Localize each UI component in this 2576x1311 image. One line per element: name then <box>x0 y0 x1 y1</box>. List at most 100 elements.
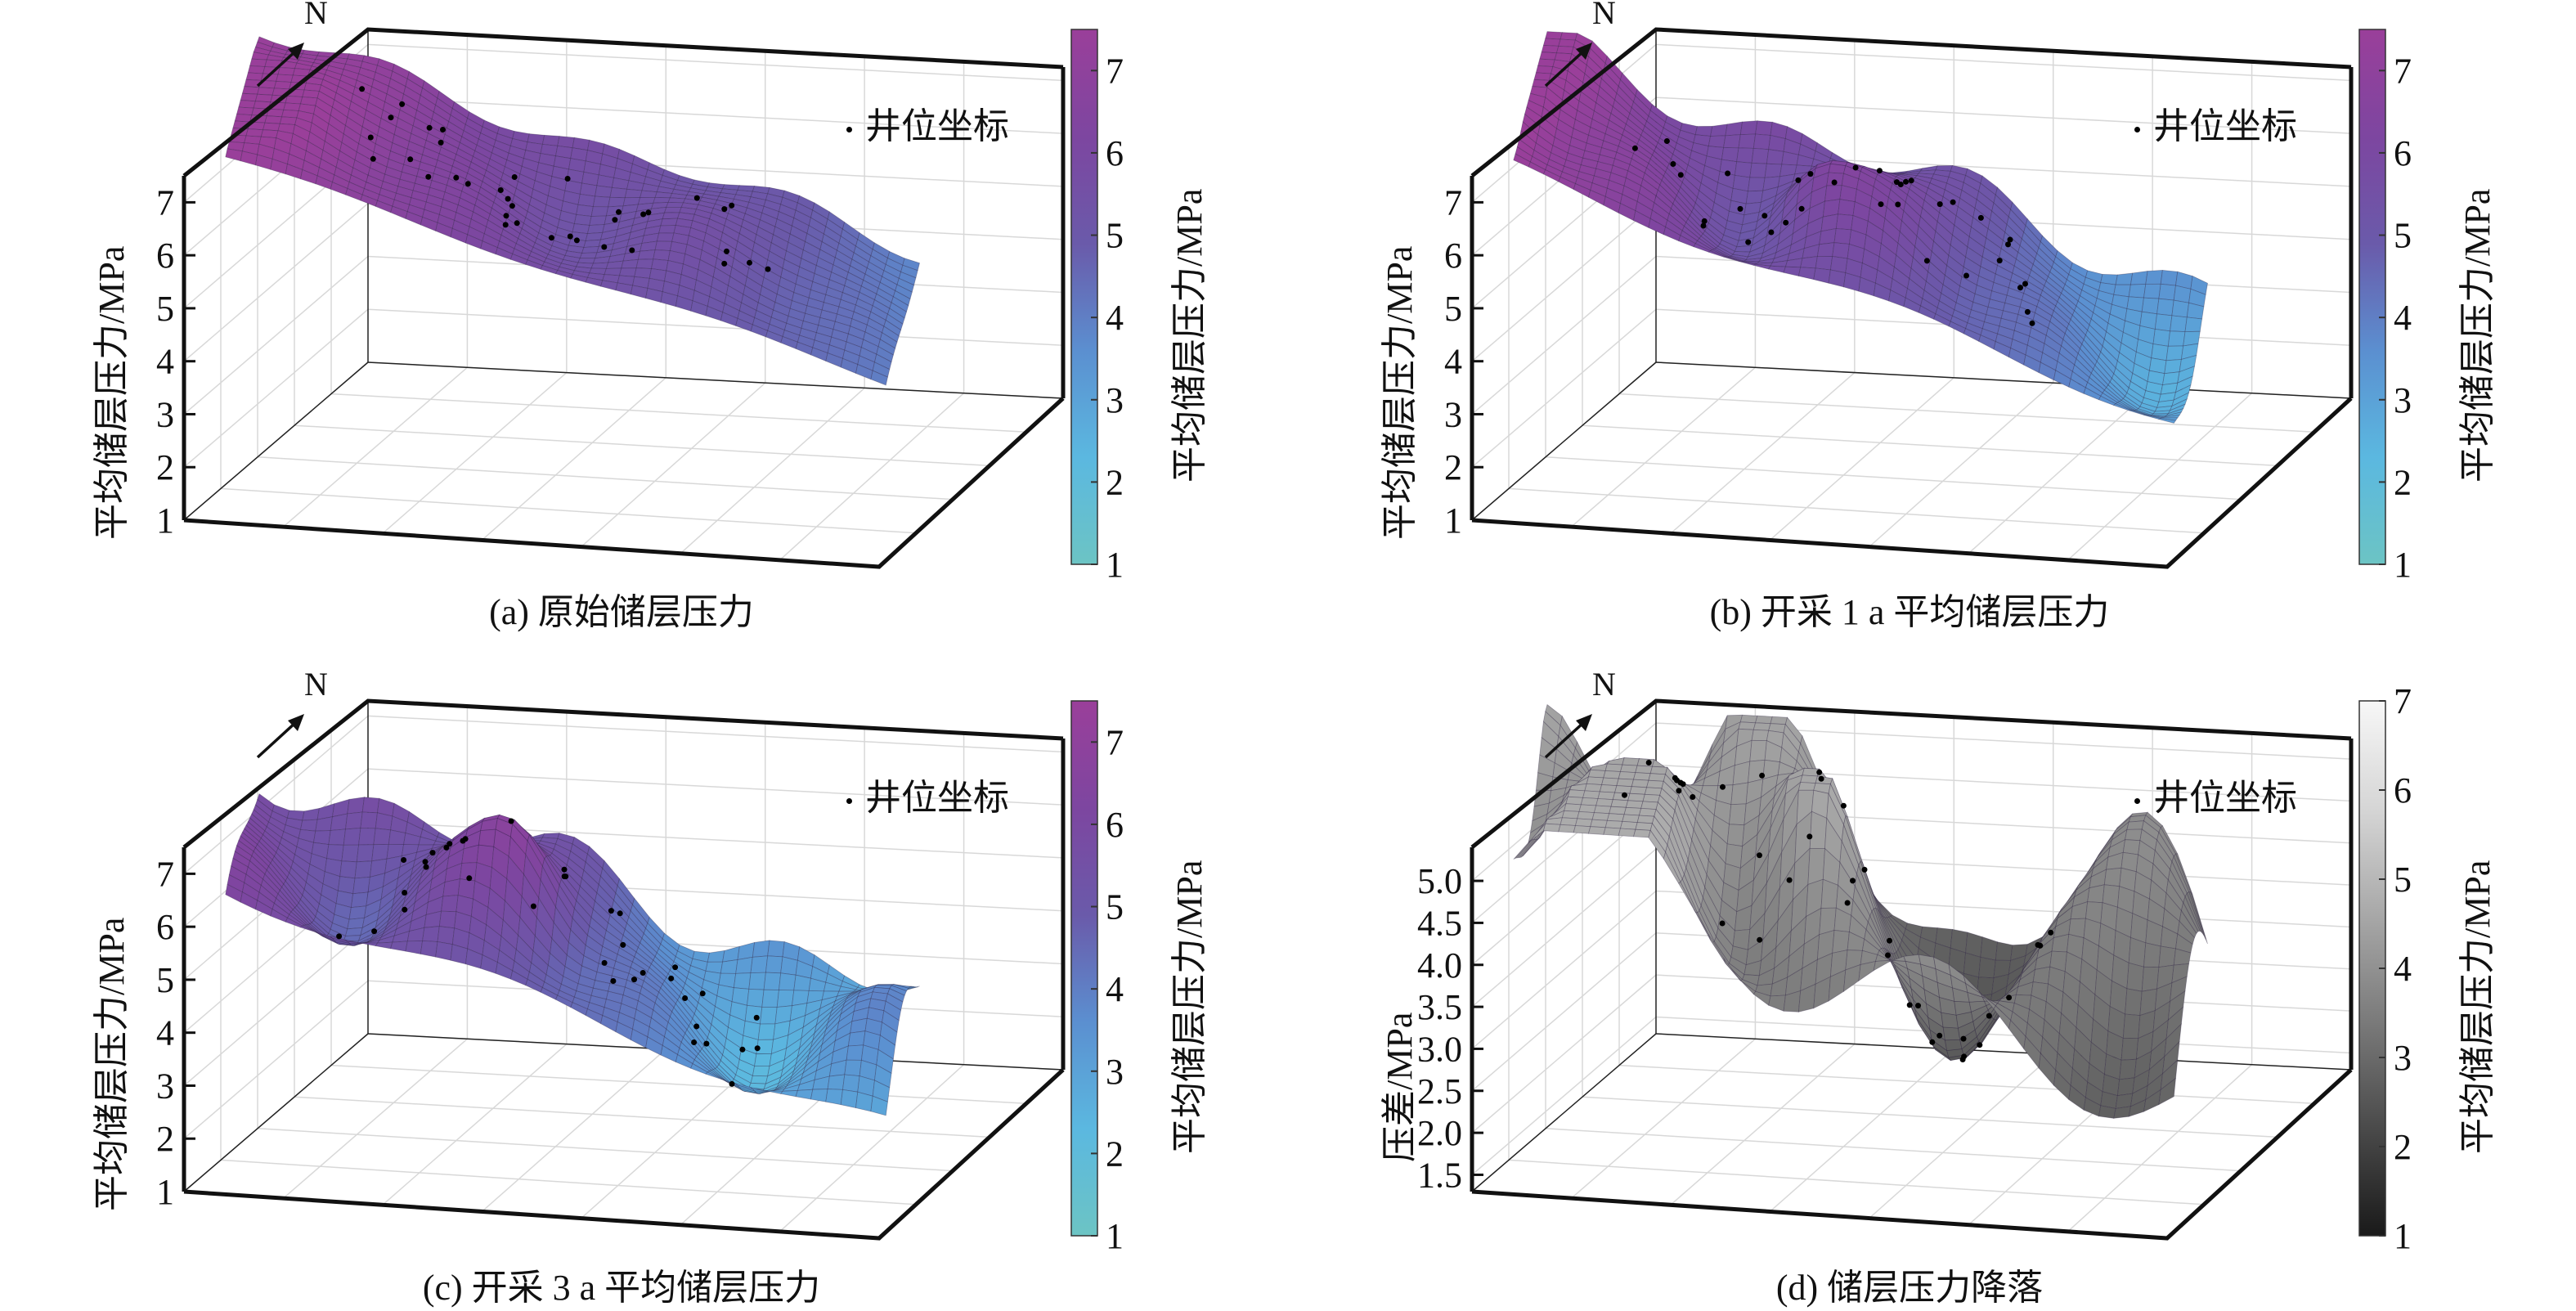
surface-cell <box>1577 810 1595 820</box>
well-point <box>1906 1002 1913 1008</box>
surface-cell <box>348 905 367 920</box>
surface-cell <box>1942 1026 1961 1041</box>
surface-cell <box>780 956 798 976</box>
surface-cell <box>1725 121 1744 137</box>
legend: 井位坐标 <box>2134 768 2297 820</box>
legend: 井位坐标 <box>846 97 1009 149</box>
surface-cell <box>1561 810 1580 819</box>
grid-line <box>1471 1016 1657 1176</box>
colorbar-tick-label: 5 <box>2394 860 2412 900</box>
surface-cell <box>2183 896 2201 932</box>
north-arrow-head-icon <box>1576 43 1592 60</box>
surface-cell <box>658 225 676 234</box>
surface-cell <box>1648 773 1667 782</box>
colorbar-tick-label: 2 <box>2394 462 2412 502</box>
surface-cell <box>1601 777 1619 787</box>
surface-cell <box>2157 418 2177 424</box>
surface-cell <box>595 185 613 198</box>
colorbar-label: 平均储层压力/MPa <box>2457 860 2497 1154</box>
colorbar-tick-label: 3 <box>2394 380 2412 420</box>
surface-cell <box>2145 269 2163 285</box>
surface-cell <box>653 249 671 261</box>
surface-cell <box>279 116 298 125</box>
surface-cell <box>2167 330 2186 347</box>
surface-cell <box>1646 779 1664 789</box>
surface-cell <box>361 797 380 814</box>
surface-cell <box>795 1089 814 1100</box>
surface-cell <box>1618 828 1636 837</box>
surface-cell <box>1541 44 1560 54</box>
surface-cell <box>2160 269 2179 286</box>
well-point <box>729 1080 735 1087</box>
z-tick-label: 5 <box>156 960 174 1000</box>
surface-cell <box>2171 299 2190 318</box>
z-tick-label: 6 <box>156 907 174 947</box>
surface-cell <box>1816 242 1835 258</box>
well-point <box>509 203 515 209</box>
well-point <box>367 134 374 141</box>
well-point <box>1719 920 1726 927</box>
surface-cell <box>1584 783 1603 792</box>
well-marker-icon <box>846 127 852 133</box>
surface-cell <box>621 258 639 269</box>
surface-cell <box>358 828 376 846</box>
surface-cell <box>2184 892 2203 934</box>
surface-cell <box>2141 966 2160 992</box>
panel-caption: (b) 开采 1 a 平均储层压力 <box>1709 592 2110 632</box>
well-point <box>668 975 675 981</box>
surface-cell <box>882 1010 900 1033</box>
z-axis-label: 平均储层压力/MPa <box>92 245 132 540</box>
colorbar-tick-label: 2 <box>1106 1134 1124 1174</box>
surface-cell <box>1980 936 1999 961</box>
surface-cell <box>1732 761 1751 786</box>
surface-cell <box>241 86 260 95</box>
surface-cell <box>744 1004 763 1025</box>
well-point <box>1963 272 1969 279</box>
well-point <box>401 857 407 863</box>
surface-cell <box>1539 52 1558 61</box>
grid-line <box>367 97 1064 134</box>
z-axis-label: 压差/MPa <box>1380 1012 1420 1162</box>
well-point <box>2024 308 2031 315</box>
surface-cell <box>1623 806 1642 816</box>
z-tick-label: 1 <box>156 501 174 541</box>
surface-cell <box>707 950 725 963</box>
well-point <box>1816 769 1823 775</box>
surface-cell <box>1783 266 1802 276</box>
surface-cell <box>347 797 365 815</box>
surface-cell <box>754 1053 772 1067</box>
surface-cell <box>2156 298 2174 317</box>
surface-cell <box>1738 721 1757 730</box>
grid-line <box>1471 255 1657 415</box>
colorbar <box>1070 700 1098 1237</box>
surface-cell <box>2186 302 2205 320</box>
surface-cell <box>666 201 684 208</box>
z-tick-label: 2 <box>1444 447 1462 487</box>
well-point <box>1798 205 1805 212</box>
surface-cell <box>1813 267 1831 284</box>
z-tick-label: 4 <box>156 1013 174 1053</box>
surface-cell <box>1815 775 1833 785</box>
well-point <box>1887 937 1892 944</box>
well-point <box>1806 833 1813 840</box>
surface-cell <box>1736 147 1754 164</box>
well-point <box>1885 952 1891 959</box>
surface-cell <box>1627 792 1645 802</box>
surface-cell <box>1835 213 1854 231</box>
surface-cell <box>350 891 369 909</box>
box-top-edge <box>1470 27 2352 177</box>
grid-line <box>1545 456 2242 501</box>
box-floor-edge <box>183 397 1065 569</box>
grid-line <box>220 487 917 534</box>
well-point <box>610 978 617 984</box>
surface-cell <box>390 941 408 952</box>
grid-line <box>382 372 568 534</box>
legend-label: 井位坐标 <box>865 778 1009 818</box>
surface-cell <box>302 807 320 821</box>
well-point <box>1757 852 1762 859</box>
surface-cell <box>2125 828 2143 842</box>
grid-line <box>367 715 1064 753</box>
north-arrow-head-icon <box>288 43 304 60</box>
legend-label: 井位坐标 <box>2153 778 2297 818</box>
surface-cell <box>1578 804 1597 814</box>
